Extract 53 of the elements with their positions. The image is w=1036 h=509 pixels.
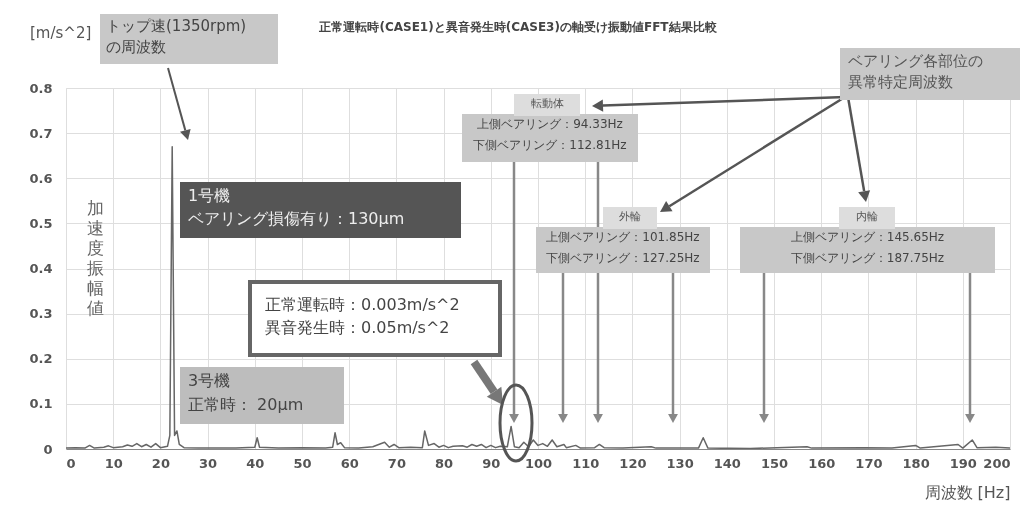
x-tick-label: 60	[340, 455, 359, 471]
x-tick-label: 180	[902, 455, 930, 471]
annotation: ベアリング損傷有り：130μm	[188, 209, 405, 229]
x-axis-title: 周波数 [Hz]	[924, 482, 1011, 502]
annotation: 上側ベアリング：94.33Hz	[476, 117, 624, 132]
x-tick-label: 0	[66, 455, 76, 471]
x-tick-label: 50	[293, 455, 312, 471]
text: トップ速(1350rpm)	[106, 17, 247, 36]
annotation: 上側ベアリング：145.65Hz	[789, 230, 946, 245]
text: ベアリング各部位の	[848, 52, 983, 71]
x-tick-label: 40	[246, 455, 265, 471]
x-tick-label: 160	[808, 455, 836, 471]
annotation: 下側ベアリング：127.25Hz	[545, 251, 701, 266]
annotation: 転動体	[529, 97, 565, 111]
annotation: 異常特定周波数	[848, 73, 953, 92]
x-tick-label: 30	[199, 455, 218, 471]
x-tick-label: 80	[435, 455, 454, 471]
text: の周波数	[106, 38, 166, 57]
y-tick-label: 0.2	[29, 351, 53, 367]
x-tick-label: 70	[387, 455, 406, 471]
text: [m/s^2]	[30, 24, 92, 43]
y-tick-label: 0.7	[29, 125, 53, 141]
y-tick-label: 0	[43, 441, 53, 457]
x-tick-label: 120	[619, 455, 647, 471]
y-axis-title: 加速度振幅値	[86, 197, 104, 318]
annotation: 上側ベアリング：101.85Hz	[545, 230, 701, 245]
x-tick-label: 20	[151, 455, 170, 471]
y-tick-label: 0.5	[29, 215, 53, 231]
y-tick-label: 0.8	[29, 80, 53, 96]
y-tick-label: 0.4	[29, 261, 53, 276]
x-tick-label: 150	[760, 455, 789, 471]
x-tick-label: 90	[482, 455, 501, 471]
x-tick-label: 100	[524, 455, 553, 471]
annotation: 正常運転時：0.003m/s^2	[265, 295, 460, 315]
x-tick-label: 110	[572, 455, 600, 471]
x-tick-label: 170	[855, 455, 883, 471]
x-tick-label: 190	[949, 455, 977, 471]
x-tick-label: 200	[983, 455, 1011, 471]
x-tick-label: 140	[713, 455, 741, 471]
x-tick-label: 130	[666, 455, 694, 471]
y-tick-label: 0.6	[29, 170, 53, 186]
annotation: 1号機	[188, 186, 231, 206]
annotation: 下側ベアリング：112.81Hz	[472, 138, 628, 153]
x-tick-label: 10	[104, 455, 123, 471]
annotation: 正常時： 20μm	[188, 395, 304, 415]
annotation: 異音発生時：0.05m/s^2	[265, 318, 450, 338]
annotation: 下側ベアリング：187.75Hz	[789, 251, 946, 266]
annotation: 内輪	[855, 210, 879, 224]
y-tick-label: 0.3	[29, 306, 53, 322]
y-tick-label: 0.1	[29, 396, 53, 412]
annotation: 3号機	[188, 371, 231, 391]
annotation: 外輪	[618, 210, 642, 224]
chart-title: 正常運転時(CASE1)と異音発生時(CASE3)の軸受け振動値FFT結果比較	[318, 20, 718, 34]
